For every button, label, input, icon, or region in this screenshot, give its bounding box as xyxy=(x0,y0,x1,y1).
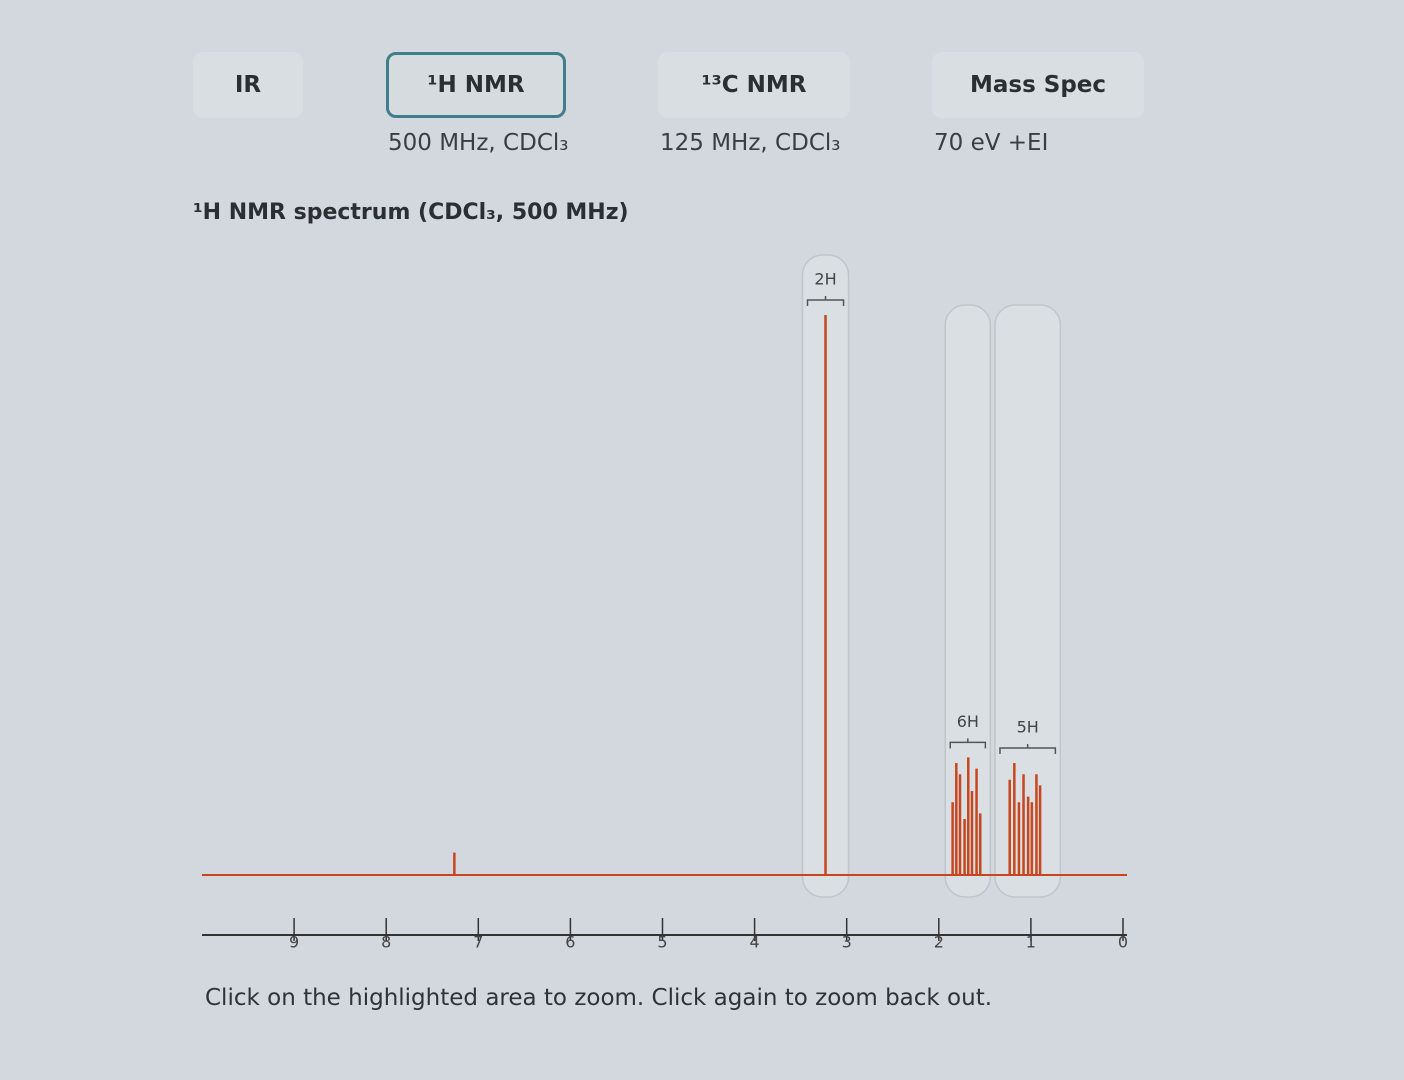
x-tick-label: 4 xyxy=(750,933,760,952)
x-tick-label: 8 xyxy=(381,933,391,952)
integration-label: 5H xyxy=(1017,718,1039,737)
tab[interactable]: Mass Spec xyxy=(932,52,1144,118)
zoom-region[interactable] xyxy=(944,304,992,898)
integration-label: 6H xyxy=(957,712,979,731)
integration-bracket xyxy=(999,744,1057,754)
x-tick-label: 3 xyxy=(842,933,852,952)
tab[interactable]: ¹H NMR xyxy=(386,52,566,118)
tab-subtitle: 500 MHz, CDCl₃ xyxy=(388,130,569,156)
integration-bracket xyxy=(806,296,845,306)
tab[interactable]: ¹³C NMR xyxy=(658,52,850,118)
integration-label: 2H xyxy=(814,270,836,289)
x-tick-label: 0 xyxy=(1118,933,1128,952)
spectrum-title: ¹H NMR spectrum (CDCl₃, 500 MHz) xyxy=(193,200,629,225)
tab-subtitle: 125 MHz, CDCl₃ xyxy=(660,130,841,156)
instruction: Click on the highlighted area to zoom. C… xyxy=(205,985,993,1011)
integration-bracket xyxy=(949,738,987,749)
x-tick-label: 9 xyxy=(289,933,299,952)
x-tick-label: 7 xyxy=(473,933,483,952)
x-tick-label: 6 xyxy=(565,933,575,952)
tab[interactable]: IR xyxy=(193,52,303,118)
tab-subtitle: 70 eV +EI xyxy=(934,130,1049,156)
x-tick-label: 2 xyxy=(934,933,944,952)
zoom-region[interactable] xyxy=(994,304,1062,898)
x-tick-label: 5 xyxy=(657,933,667,952)
x-tick-label: 1 xyxy=(1026,933,1036,952)
